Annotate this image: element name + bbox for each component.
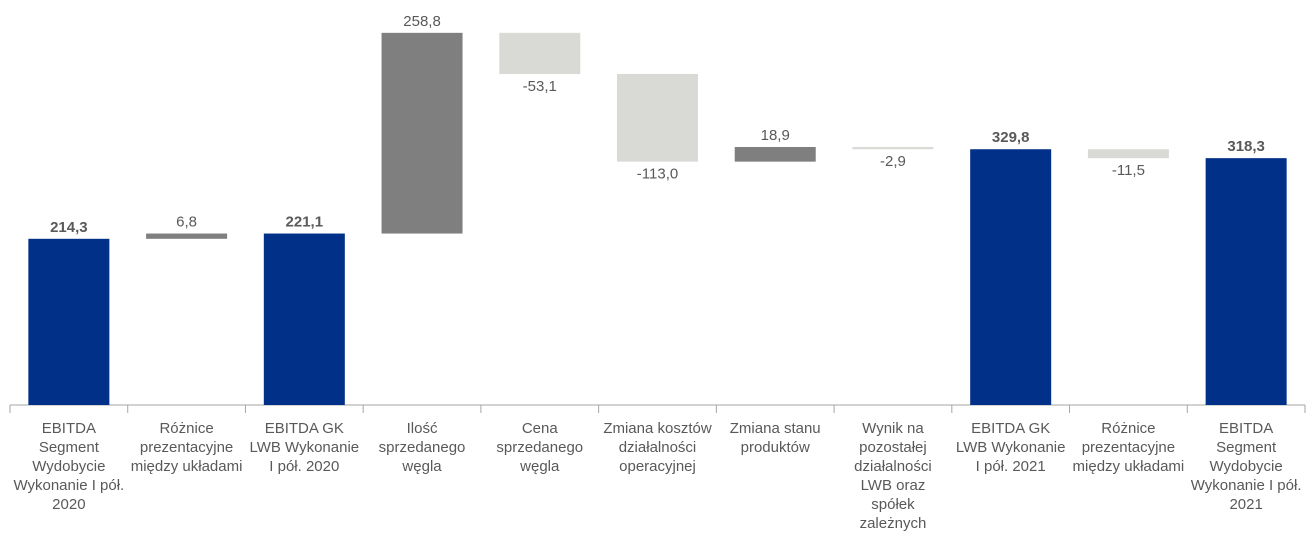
value-label: 214,3 xyxy=(50,219,88,236)
x-tick-label: EBITDA GK LWB Wykonanie I pół. 2021 xyxy=(955,420,1066,475)
value-label: 221,1 xyxy=(286,214,324,231)
x-tick-label: Cena sprzedanego węgla xyxy=(496,420,584,475)
x-tick-label: Różnice prezentacyjne między układami xyxy=(1072,420,1185,475)
bar xyxy=(617,74,698,162)
bar xyxy=(381,32,463,234)
bar xyxy=(1205,158,1287,405)
x-tick-label: Wynik na pozostałej działalności LWB ora… xyxy=(854,420,932,532)
x-tick-label: Zmiana kosztów działalności operacyjnej xyxy=(603,420,712,475)
value-label: -2,9 xyxy=(880,153,906,170)
bar xyxy=(734,146,816,162)
x-tick-label: Różnice prezentacyjne między układami xyxy=(130,420,243,475)
value-label: -113,0 xyxy=(637,166,678,183)
value-label: -11,5 xyxy=(1112,162,1145,179)
value-label: 18,9 xyxy=(761,127,790,144)
value-label: 6,8 xyxy=(176,214,197,231)
x-tick-label: EBITDA GK LWB Wykonanie I pół. 2020 xyxy=(249,420,360,475)
x-tick-label: EBITDA Segment Wydobycie Wykonanie I pół… xyxy=(1190,420,1302,513)
value-label: -53,1 xyxy=(523,78,557,95)
bar xyxy=(1087,149,1169,159)
value-label: 318,3 xyxy=(1227,138,1265,155)
bar xyxy=(499,32,581,75)
bar xyxy=(852,146,934,150)
value-label: 258,8 xyxy=(403,13,441,30)
x-tick-label: EBITDA Segment Wydobycie Wykonanie I pół… xyxy=(13,420,125,513)
bar xyxy=(146,233,228,239)
x-tick-label: Zmiana stanu produktów xyxy=(729,420,821,456)
value-label: 329,8 xyxy=(992,129,1030,146)
bar xyxy=(263,233,345,405)
bar xyxy=(28,238,110,405)
bar xyxy=(970,149,1052,405)
x-tick-label: Ilość sprzedanego węgla xyxy=(378,420,466,475)
